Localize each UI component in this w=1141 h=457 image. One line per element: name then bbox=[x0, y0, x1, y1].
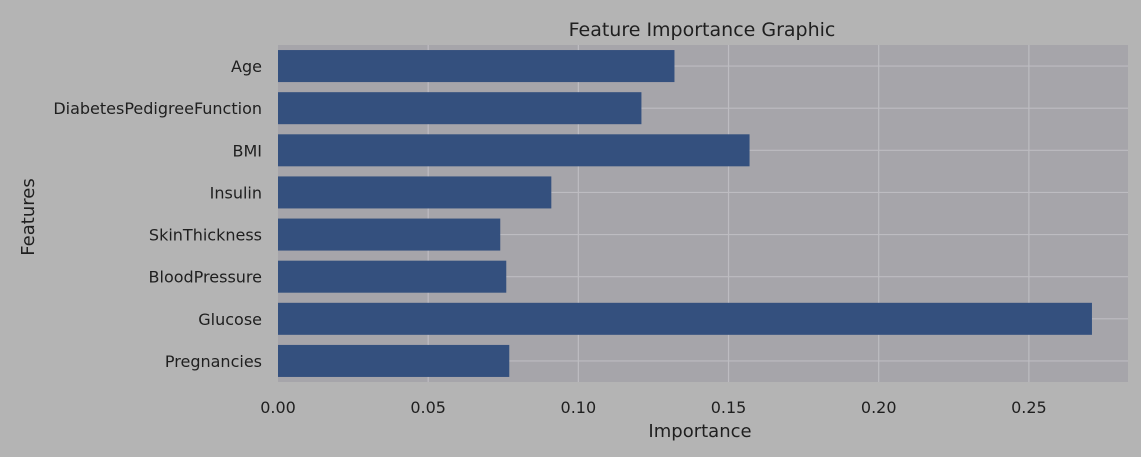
bar-bmi bbox=[278, 134, 750, 167]
y-tick-label: Glucose bbox=[198, 310, 262, 329]
y-tick-label: DiabetesPedigreeFunction bbox=[53, 99, 262, 118]
x-tick-label: 0.05 bbox=[410, 398, 446, 417]
bar-insulin bbox=[278, 176, 552, 209]
y-tick-label: Insulin bbox=[210, 183, 262, 202]
bar-bloodpressure bbox=[278, 260, 507, 293]
y-tick-label: BloodPressure bbox=[149, 268, 262, 287]
y-tick-label: Age bbox=[231, 57, 262, 76]
y-tick-labels: Age DiabetesPedigreeFunction BMI Insulin Ski… bbox=[53, 57, 262, 371]
bar-age bbox=[278, 50, 675, 83]
bar-skinthickness bbox=[278, 218, 501, 251]
y-axis-title: Features bbox=[18, 178, 39, 255]
y-tick-label: Pregnancies bbox=[165, 352, 262, 371]
y-tick-label: SkinThickness bbox=[149, 226, 262, 245]
x-tick-label: 0.10 bbox=[561, 398, 597, 417]
x-tick-label: 0.20 bbox=[861, 398, 897, 417]
chart-title: Feature Importance Graphic bbox=[569, 19, 836, 41]
y-tick-label: BMI bbox=[233, 141, 263, 160]
x-tick-label: 0.25 bbox=[1011, 398, 1047, 417]
bar-diabetespedigreefunction bbox=[278, 92, 642, 125]
bars bbox=[278, 50, 1092, 377]
bar-pregnancies bbox=[278, 344, 510, 377]
x-tick-label: 0.00 bbox=[260, 398, 296, 417]
x-axis-title: Importance bbox=[648, 421, 751, 442]
bar-glucose bbox=[278, 302, 1092, 335]
x-tick-labels: 0.00 0.05 0.10 0.15 0.20 0.25 bbox=[260, 398, 1047, 417]
x-tick-label: 0.15 bbox=[711, 398, 747, 417]
